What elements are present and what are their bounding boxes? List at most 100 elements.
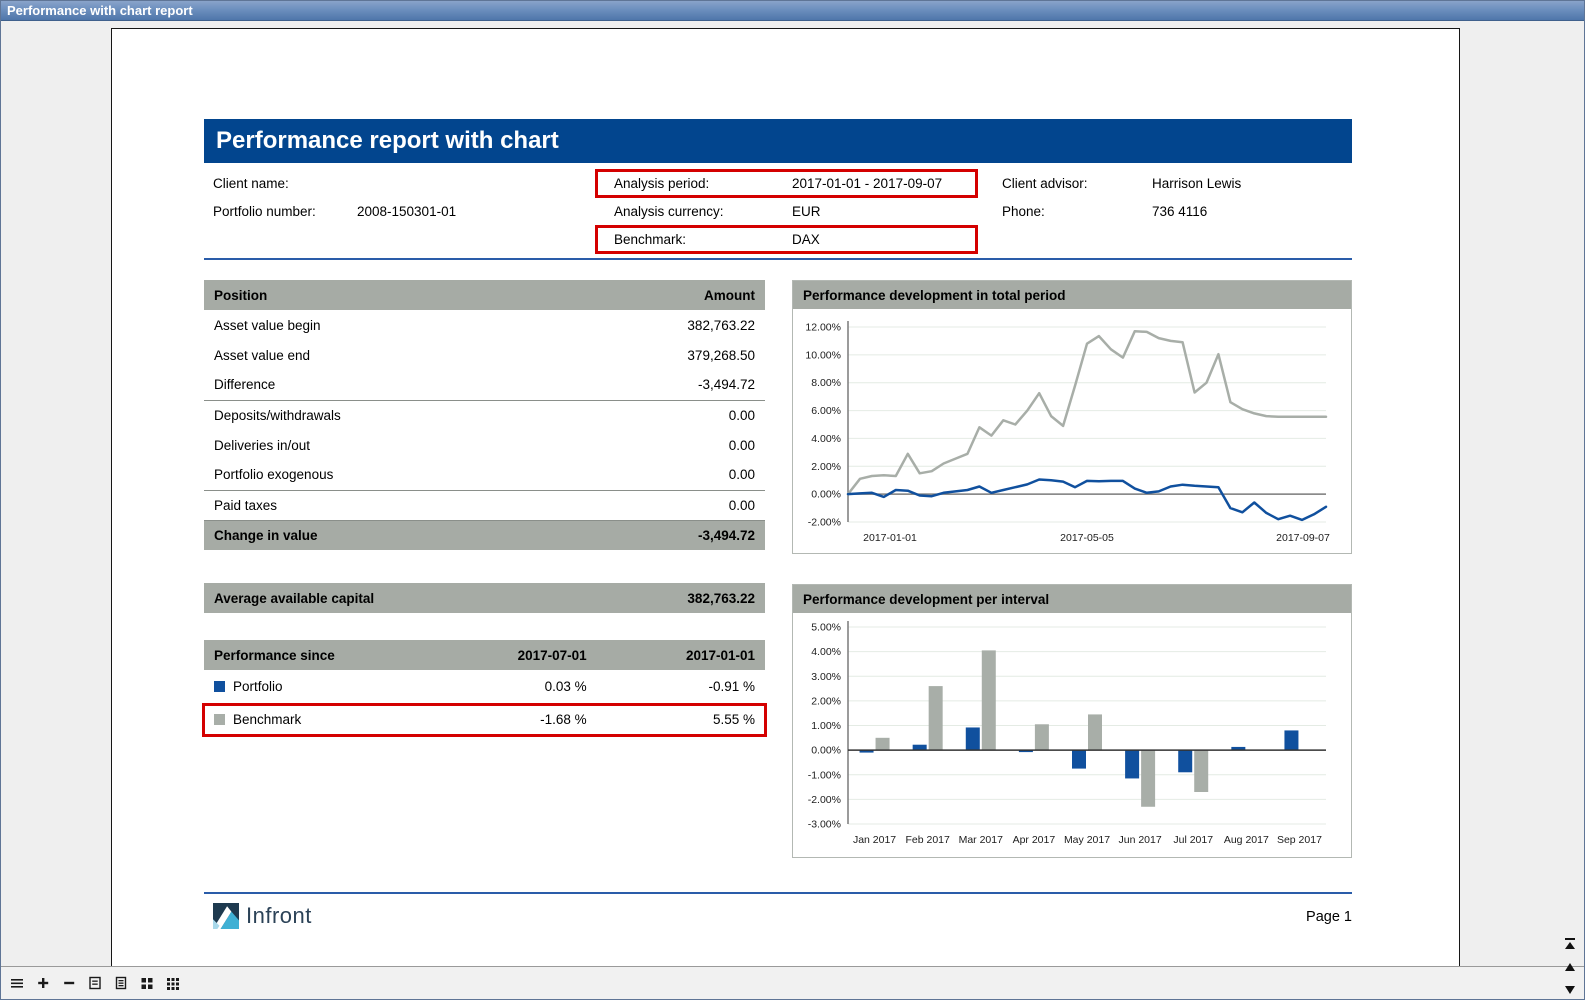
two-page-view-icon [140, 976, 154, 990]
client-advisor-label: Client advisor: [1002, 170, 1088, 198]
svg-text:-2.00%: -2.00% [808, 794, 841, 806]
performance-since-header: Performance since [204, 640, 428, 670]
svg-text:2017-09-07: 2017-09-07 [1276, 532, 1330, 544]
svg-text:12.00%: 12.00% [805, 322, 841, 334]
benchmark-value: DAX [792, 226, 820, 254]
window-title: Performance with chart report [7, 3, 193, 18]
benchmark-legend-swatch [214, 714, 225, 725]
footer-divider [204, 892, 1352, 894]
zoom-in-button[interactable] [34, 974, 52, 992]
report-title: Performance report with chart [216, 127, 559, 155]
fit-width-icon [88, 976, 102, 990]
analysis-currency-label: Analysis currency: [614, 198, 724, 226]
client-advisor-value: Harrison Lewis [1152, 170, 1241, 198]
phone-label: Phone: [1002, 198, 1045, 226]
report-page: Performance report with chart Client nam… [111, 28, 1460, 967]
fit-width-button[interactable] [86, 974, 104, 992]
infront-logo-text: Infront [246, 903, 312, 929]
svg-text:0.00%: 0.00% [811, 489, 841, 501]
total-period-line-chart: 12.00% 10.00% 8.00% 6.00% 4.00% 2.00% 0.00% -2.… [793, 309, 1351, 553]
position-table: Position Amount Asset value begin382,763… [204, 280, 765, 550]
zoom-out-button[interactable] [60, 974, 78, 992]
svg-text:2017-01-01: 2017-01-01 [863, 532, 917, 544]
zoom-out-icon [62, 976, 76, 990]
portfolio-legend-swatch [214, 681, 225, 692]
portfolio-row: Portfolio 0.03 % -0.91 % [204, 670, 765, 703]
menu-icon [10, 976, 24, 990]
svg-text:4.00%: 4.00% [811, 433, 841, 445]
benchmark-row: Benchmark -1.68 % 5.55 % [204, 703, 765, 736]
scroll-up-button[interactable] [1561, 960, 1579, 974]
svg-text:1.00%: 1.00% [811, 720, 841, 732]
page-number: Page 1 [1152, 909, 1352, 925]
thumbnail-view-button[interactable] [164, 974, 182, 992]
average-available-capital-bar: Average available capital 382,763.22 [204, 583, 765, 613]
infront-logo-icon [213, 903, 239, 929]
svg-text:2.00%: 2.00% [811, 695, 841, 707]
table-row: Portfolio exogenous0.00 [204, 460, 765, 490]
svg-text:Aug 2017: Aug 2017 [1224, 834, 1269, 846]
svg-text:10.00%: 10.00% [805, 349, 841, 361]
period-2-header: 2017-01-01 [597, 640, 765, 670]
svg-text:-2.00%: -2.00% [808, 517, 841, 529]
scroll-to-top-button[interactable] [1561, 937, 1579, 951]
analysis-currency-value: EUR [792, 198, 821, 226]
position-header: Position [204, 280, 485, 310]
viewer-toolbar [1, 966, 1584, 999]
header-divider [204, 258, 1352, 260]
table-row: Deposits/withdrawals0.00 [204, 400, 765, 430]
report-viewport: Performance report with chart Client nam… [1, 22, 1584, 999]
total-period-chart-title: Performance development in total period [793, 281, 1351, 309]
average-available-capital-label: Average available capital [214, 591, 374, 606]
total-period-chart-panel: Performance development in total period … [792, 280, 1352, 554]
scroll-down-icon [1564, 986, 1576, 995]
infront-logo: Infront [213, 903, 312, 929]
svg-text:3.00%: 3.00% [811, 671, 841, 683]
table-row: Deliveries in/out0.00 [204, 430, 765, 460]
phone-value: 736 4116 [1152, 198, 1207, 226]
svg-text:Jan 2017: Jan 2017 [853, 834, 896, 846]
table-row: Asset value end379,268.50 [204, 340, 765, 370]
performance-since-table: Performance since 2017-07-01 2017-01-01 … [204, 640, 765, 736]
fit-page-icon [114, 976, 128, 990]
svg-text:-3.00%: -3.00% [808, 819, 841, 831]
table-row: Difference-3,494.72 [204, 370, 765, 400]
svg-text:Mar 2017: Mar 2017 [959, 834, 1004, 846]
svg-text:6.00%: 6.00% [811, 405, 841, 417]
scroll-up-icon [1564, 963, 1576, 972]
svg-text:May 2017: May 2017 [1064, 834, 1110, 846]
svg-text:-1.00%: -1.00% [808, 769, 841, 781]
scroll-down-button[interactable] [1561, 983, 1579, 997]
report-banner: Performance report with chart [204, 119, 1352, 163]
benchmark-label: Benchmark: [614, 226, 686, 254]
svg-text:Feb 2017: Feb 2017 [905, 834, 950, 846]
svg-text:Apr 2017: Apr 2017 [1013, 834, 1056, 846]
svg-text:Sep 2017: Sep 2017 [1277, 834, 1322, 846]
table-row: Asset value begin382,763.22 [204, 310, 765, 340]
fit-page-button[interactable] [112, 974, 130, 992]
svg-text:4.00%: 4.00% [811, 646, 841, 658]
svg-text:8.00%: 8.00% [811, 377, 841, 389]
average-available-capital-value: 382,763.22 [687, 591, 755, 606]
svg-text:0.00%: 0.00% [811, 745, 841, 757]
svg-text:2017-05-05: 2017-05-05 [1060, 532, 1114, 544]
analysis-period-label: Analysis period: [614, 170, 709, 198]
period-1-header: 2017-07-01 [428, 640, 596, 670]
table-row: Paid taxes0.00 [204, 490, 765, 520]
amount-header: Amount [485, 280, 766, 310]
vertical-scroll-controls [1560, 937, 1580, 1000]
window-titlebar: Performance with chart report [1, 1, 1584, 21]
per-interval-chart-title: Performance development per interval [793, 585, 1351, 613]
portfolio-number-label: Portfolio number: [213, 198, 316, 226]
svg-text:2.00%: 2.00% [811, 461, 841, 473]
svg-text:Jun 2017: Jun 2017 [1119, 834, 1162, 846]
menu-button[interactable] [8, 974, 26, 992]
change-in-value-row: Change in value-3,494.72 [204, 520, 765, 550]
zoom-in-icon [36, 976, 50, 990]
client-name-label: Client name: [213, 170, 289, 198]
svg-text:5.00%: 5.00% [811, 622, 841, 634]
analysis-period-value: 2017-01-01 - 2017-09-07 [792, 170, 942, 198]
thumbnail-view-icon [166, 976, 180, 990]
two-page-view-button[interactable] [138, 974, 156, 992]
report-viewer-window: Performance with chart report Performanc… [0, 0, 1585, 1000]
